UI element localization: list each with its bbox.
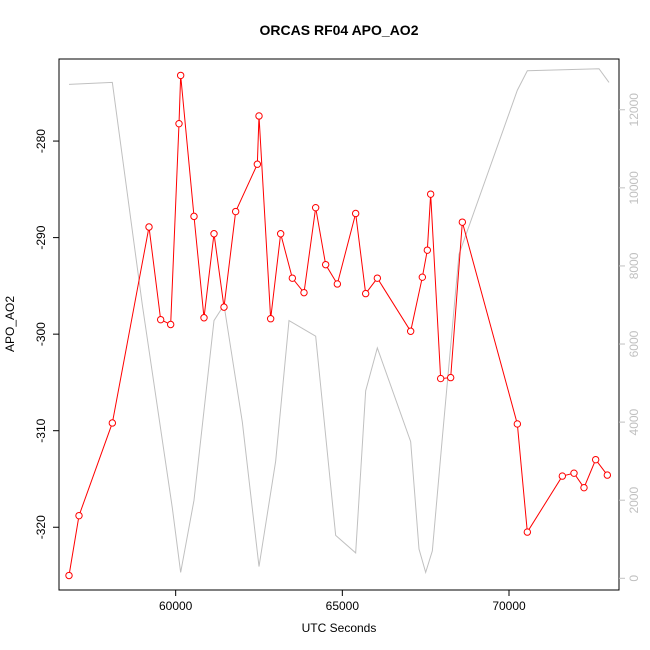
data-point: [418, 273, 427, 281]
y2-tick-label: 10000: [627, 171, 641, 205]
data-point: [176, 71, 185, 80]
x-tick-label: 70000: [492, 599, 526, 613]
data-point: [321, 260, 330, 269]
data-point: [266, 315, 275, 323]
y-tick-label: -290: [34, 225, 48, 249]
y2-tick-label: 6000: [627, 330, 641, 357]
chart-title: ORCAS RF04 APO_AO2: [260, 22, 419, 38]
data-point: [580, 483, 588, 492]
data-point: [436, 374, 445, 383]
x-axis: 60000 65000 70000: [159, 590, 526, 613]
data-point: [558, 472, 567, 480]
y2-tick-label: 2000: [627, 487, 641, 514]
data-point: [446, 373, 455, 382]
x-axis-label: UTC Seconds: [302, 621, 377, 635]
data-point: [253, 160, 262, 168]
data-point: [361, 289, 370, 298]
y-tick-label: -300: [34, 322, 48, 346]
y-axis-label: APO_AO2: [3, 296, 17, 352]
data-point: [603, 471, 612, 479]
data-point: [406, 327, 415, 335]
primary-series-line: [68, 75, 608, 576]
plot-frame: [58, 58, 620, 591]
data-point: [210, 230, 218, 238]
secondary-series: [68, 68, 610, 575]
data-point: [75, 511, 83, 520]
data-point: [276, 230, 285, 238]
data-point: [166, 320, 175, 329]
data-point: [145, 223, 153, 231]
data-point: [373, 274, 382, 282]
primary-series: [65, 71, 612, 580]
data-point: [175, 119, 183, 128]
data-point: [156, 315, 165, 324]
data-point: [231, 207, 240, 216]
x-tick-label: 60000: [159, 599, 193, 613]
y2-tick-label: 8000: [627, 252, 641, 279]
y2-tick-label: 0: [627, 575, 641, 582]
data-point: [570, 469, 578, 477]
data-point: [190, 212, 198, 221]
data-point: [220, 303, 228, 311]
y2-tick-label: 12000: [627, 93, 641, 127]
data-point: [333, 280, 342, 288]
data-point: [591, 455, 600, 464]
secondary-series-line: [68, 68, 610, 575]
data-point: [458, 218, 467, 226]
y-tick-label: -310: [34, 418, 48, 442]
data-point: [311, 203, 320, 212]
y-axis-left: -320 -310 -300 -290 -280: [34, 129, 59, 539]
data-point: [200, 314, 208, 322]
data-point: [513, 420, 522, 428]
x-tick-label: 65000: [326, 599, 360, 613]
data-point: [108, 419, 117, 427]
data-point: [423, 246, 432, 254]
data-point: [300, 288, 308, 297]
y-axis-right: 0 2000 4000 6000 8000 10000 12000: [619, 93, 641, 582]
y-tick-label: -280: [34, 129, 48, 153]
y-tick-label: -320: [34, 515, 48, 539]
data-point: [523, 528, 532, 536]
y2-tick-label: 4000: [627, 408, 641, 435]
data-point: [288, 274, 297, 282]
data-point: [255, 112, 263, 120]
data-point: [65, 571, 73, 580]
data-point: [426, 190, 435, 198]
data-point: [351, 209, 360, 218]
